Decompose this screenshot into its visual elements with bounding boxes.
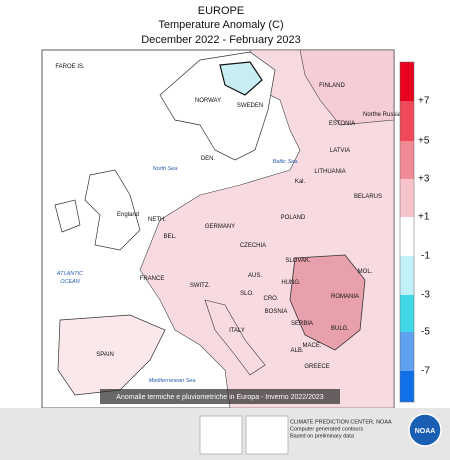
legend-band [400, 141, 414, 179]
sea-label: ATLANTIC [56, 271, 83, 277]
sea-label: North Sea [153, 166, 178, 172]
land-italy [204, 299, 266, 376]
legend-band [400, 295, 414, 332]
map-label: BULG. [331, 326, 349, 332]
legend-band [400, 179, 414, 217]
caption: Anomalie termiche e pluviometriche in Eu… [116, 394, 324, 401]
noaa-logo-text: NOAA [415, 428, 436, 435]
legend-band [400, 371, 414, 402]
map-title: Temperature Anomaly (C) [158, 19, 283, 31]
map-label: NETH. [148, 217, 166, 223]
map-label: GREECE [304, 364, 329, 370]
land-iberia [57, 314, 166, 396]
sea-label: Baltic Sea [273, 159, 298, 165]
map-label: GERMANY [205, 224, 235, 230]
sea-label: OCEAN [60, 279, 80, 285]
map-label: SPAIN [96, 352, 114, 358]
map-label: SLOVAK. [285, 258, 311, 264]
map-label: FRANCE [140, 276, 165, 282]
caption-box [100, 389, 340, 404]
sea-label: Mediterranean Sea [149, 378, 196, 384]
map-label: MACE. [302, 343, 321, 349]
map-label: LITHUANIA [314, 169, 345, 175]
map-label: BELARUS [354, 194, 382, 200]
legend-band [400, 62, 414, 101]
warm-region [289, 254, 366, 351]
map: FAROE IS. NORWAY SWEDEN FINLAND ESTONIA … [41, 49, 402, 409]
land-ireland [54, 199, 81, 233]
map-label: MOL. [358, 269, 373, 275]
map-label: FINLAND [319, 83, 345, 89]
map-region: EUROPE [198, 5, 244, 17]
land-britain [84, 169, 141, 251]
map-label: ALB. [290, 348, 303, 354]
color-legend: +7 +5 +3 +1 -1 -3 -5 -7 [399, 61, 430, 403]
map-label: England [117, 212, 139, 218]
map-label: ESTONIA [329, 121, 355, 127]
map-label: HUNG. [281, 280, 301, 286]
map-label: AUS. [248, 273, 262, 279]
map-label: CRO. [264, 296, 279, 302]
map-label: LATVIA [330, 148, 350, 154]
legend-label: +7 [418, 96, 430, 107]
map-label: FAROE IS. [55, 64, 85, 70]
legend-band [400, 101, 414, 141]
legend-label: +1 [418, 212, 430, 223]
footer-source: CLIMATE PREDICTION CENTER, NOAA [290, 419, 392, 425]
footer-note: Computer generated contours [290, 426, 363, 432]
map-label: CZECHIA [240, 243, 266, 249]
legend-label: -7 [421, 366, 430, 377]
land-finland [299, 49, 395, 126]
footer-note: Based on preliminary data [290, 433, 355, 439]
legend-label: -1 [421, 251, 430, 262]
cold-region [219, 61, 263, 96]
map-label: ITALY [229, 328, 245, 334]
map-label: Kal. [295, 179, 306, 185]
thumbnail [199, 415, 243, 455]
legend-frame [399, 61, 415, 403]
map-label: DEN. [201, 156, 216, 162]
thumbnail [245, 415, 289, 455]
legend-label: +5 [418, 136, 430, 147]
legend-band [400, 256, 414, 295]
map-label: BOSNIA [265, 309, 288, 315]
map-label: ROMANIA [331, 294, 359, 300]
map-period: December 2022 - February 2023 [141, 34, 301, 46]
map-label: POLAND [281, 215, 306, 221]
legend-band [400, 332, 414, 371]
legend-label: +3 [418, 174, 430, 185]
legend-label: -5 [421, 327, 430, 338]
map-label: BEL. [163, 234, 176, 240]
map-label: SWITZ. [190, 283, 211, 289]
map-label: SERBIA [291, 321, 313, 327]
legend-band [400, 217, 414, 256]
legend-label: -3 [421, 290, 430, 301]
noaa-logo [408, 413, 442, 447]
map-label: NORWAY [195, 98, 221, 104]
map-label: SLO. [240, 291, 254, 297]
map-label: Northe Russia [363, 112, 402, 118]
map-label: SWEDEN [237, 103, 263, 109]
